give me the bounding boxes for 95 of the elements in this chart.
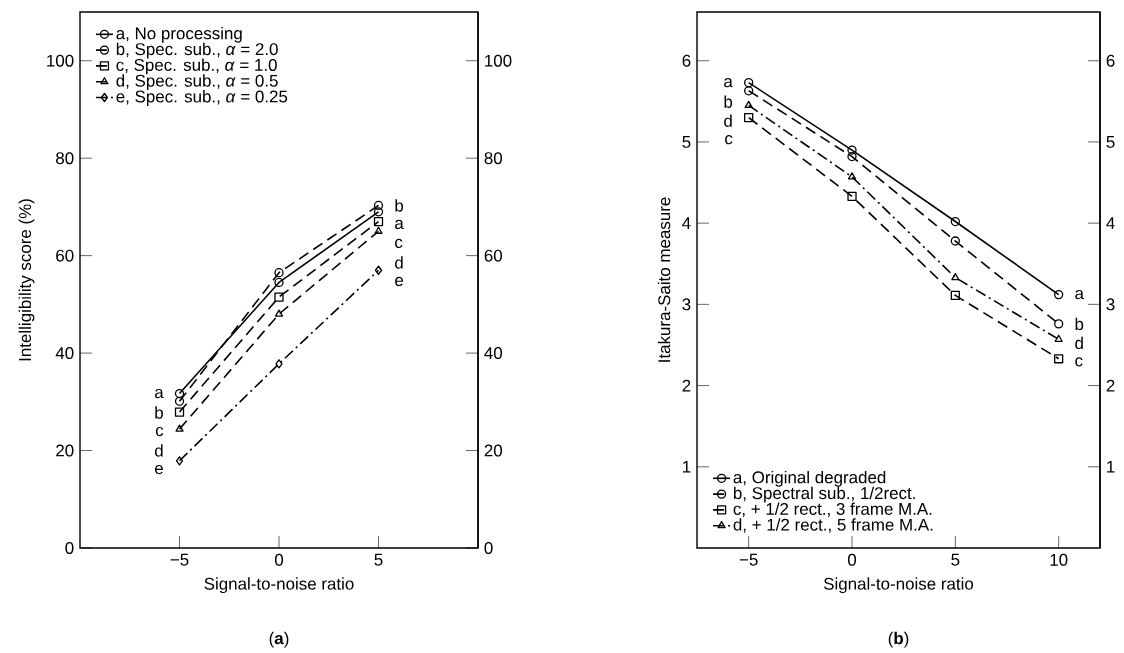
point <box>174 396 185 406</box>
y2-tick-label: 40 <box>484 346 503 359</box>
point <box>1054 354 1064 364</box>
point <box>950 216 960 227</box>
x-axis-title: Signal-to-noise ratio <box>823 577 974 593</box>
point <box>847 172 857 180</box>
annotation: b <box>155 406 163 419</box>
x-tick-label: −5 <box>739 553 758 566</box>
annotation: c <box>155 426 164 437</box>
annotation: a <box>154 388 164 399</box>
point <box>373 216 384 227</box>
y2-tick-label: 80 <box>484 152 503 165</box>
y2-tick-label: 2 <box>1106 379 1115 392</box>
point <box>950 236 960 246</box>
annotation: e <box>395 276 404 286</box>
y-tick-label: 5 <box>682 135 691 148</box>
legend-label: b, Spec. sub., α = 2.0 <box>116 42 278 59</box>
x-tick-label: 10 <box>1050 553 1068 566</box>
point <box>175 424 184 432</box>
x-axis-title: Signal-to-noise ratio <box>204 577 354 593</box>
annotation: a <box>395 219 404 229</box>
y-tick-label: 60 <box>56 249 74 262</box>
annotation: c <box>395 238 403 248</box>
y-axis-title: Intelligibility score (%) <box>18 199 35 361</box>
y2-tick-label: 60 <box>484 249 503 262</box>
legend-label: b, Spectral sub., 1/2rect. <box>733 486 915 503</box>
legend-label: a, Original degraded <box>733 470 886 487</box>
annotation: d <box>724 114 732 127</box>
y2-tick-label: 20 <box>484 444 503 457</box>
point <box>744 112 754 123</box>
legend-label: e, Spec. sub., α = 0.25 <box>116 89 288 106</box>
point <box>374 226 383 234</box>
point <box>275 359 283 369</box>
point <box>373 207 384 217</box>
point <box>174 388 185 399</box>
y2-tick-label: 100 <box>485 54 512 67</box>
text: (a) <box>269 631 289 648</box>
y-tick-label: 6 <box>682 54 691 67</box>
x-tick-label: 0 <box>847 553 857 566</box>
point <box>950 290 960 300</box>
x-tick-label: 5 <box>951 553 960 566</box>
legend-label: a, No processing <box>116 26 242 43</box>
y-tick-label: 100 <box>47 54 74 67</box>
y-tick-label: 40 <box>55 346 74 359</box>
point <box>374 265 383 275</box>
x-tick-label: −5 <box>170 553 189 566</box>
y-tick-label: 2 <box>682 379 691 392</box>
y-tick-label: 20 <box>56 444 74 457</box>
point <box>951 272 960 281</box>
legend-label: c, + 1/2 rect., 3 frame M.A. <box>733 502 932 517</box>
point <box>274 277 284 287</box>
y-tick-label: 4 <box>682 217 691 229</box>
y-tick-label: 3 <box>682 298 691 311</box>
y-tick-label: 0 <box>65 541 74 554</box>
y2-tick-label: 4 <box>1106 217 1115 229</box>
point <box>174 407 185 417</box>
point <box>1054 334 1063 342</box>
y-tick-label: 1 <box>683 460 691 473</box>
point <box>847 151 857 162</box>
point <box>373 200 384 210</box>
point <box>274 309 284 317</box>
y-axis-title: Itakura-Saito measure <box>657 197 671 362</box>
y2-tick-label: 5 <box>1106 135 1115 148</box>
point <box>847 145 857 155</box>
annotation: a <box>1075 289 1084 300</box>
y2-tick-label: 0 <box>484 541 493 554</box>
point <box>1054 289 1064 300</box>
annotation: e <box>154 464 163 475</box>
annotation: b <box>1075 317 1084 330</box>
annotation: d <box>154 444 163 457</box>
point <box>744 86 754 96</box>
legend-label: d, Spec. sub., α = 0.5 <box>116 74 278 90</box>
annotation: b <box>724 95 733 108</box>
annotation: c <box>725 134 733 145</box>
legend-label: c, Spec. sub., α = 1.0 <box>116 58 277 75</box>
y2-tick-label: 6 <box>1106 54 1115 67</box>
point <box>274 267 284 278</box>
legend-label: d, + 1/2 rect., 5 frame M.A. <box>733 518 933 533</box>
text: (b) <box>888 631 909 648</box>
annotation: d <box>395 256 403 269</box>
annotation: d <box>1075 336 1083 349</box>
annotation: c <box>1075 357 1083 367</box>
point <box>1054 319 1064 329</box>
point <box>274 292 284 302</box>
annotation: b <box>395 199 404 212</box>
point <box>847 191 857 201</box>
y2-tick-label: 3 <box>1106 298 1115 311</box>
x-tick-label: 0 <box>274 553 284 566</box>
point <box>175 456 184 466</box>
y-tick-label: 80 <box>56 152 74 165</box>
point <box>744 77 754 88</box>
x-tick-label: 5 <box>374 553 383 566</box>
point <box>744 100 753 108</box>
y2-tick-label: 1 <box>1107 460 1115 473</box>
annotation: a <box>724 77 733 88</box>
